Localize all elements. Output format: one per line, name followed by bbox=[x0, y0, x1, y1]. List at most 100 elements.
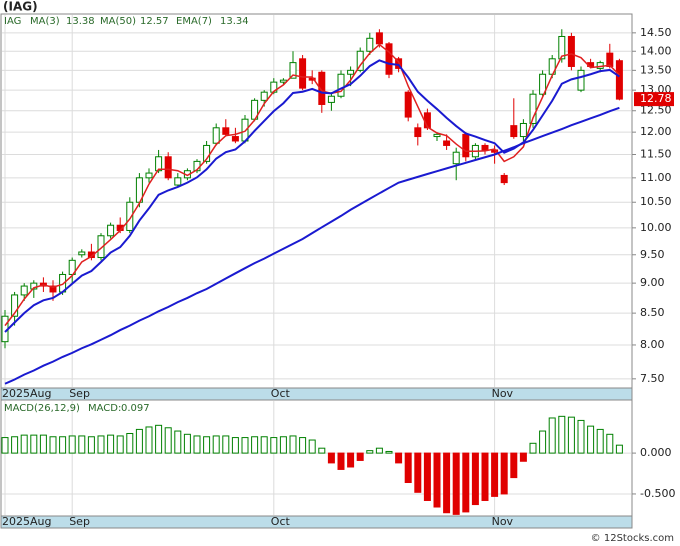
indicator-line bbox=[4, 59, 620, 333]
macd-bar bbox=[183, 433, 191, 454]
macd-bar bbox=[414, 452, 422, 493]
candle-body bbox=[299, 58, 307, 89]
macd-bar bbox=[404, 452, 412, 484]
y-tick-label: 7.50 bbox=[640, 372, 665, 385]
candle-body bbox=[260, 91, 268, 101]
macd-bar bbox=[212, 435, 220, 454]
macd-legend: MACD(26,12,9) bbox=[4, 403, 80, 414]
candle-body bbox=[567, 35, 575, 67]
macd-bar bbox=[1, 437, 9, 454]
candle-body bbox=[577, 69, 585, 91]
x-tick-label: Oct bbox=[271, 515, 291, 528]
macd-bar bbox=[299, 437, 307, 454]
macd-bar bbox=[481, 452, 489, 501]
candle-body bbox=[49, 285, 57, 293]
macd-bar bbox=[337, 452, 345, 470]
macd-bar bbox=[30, 434, 38, 454]
macd-bar bbox=[567, 416, 575, 454]
candle-body bbox=[375, 32, 383, 45]
y-tick-label: 0.000 bbox=[640, 446, 672, 459]
macd-bar bbox=[587, 425, 595, 454]
legend-entry: 12.57 bbox=[140, 16, 169, 27]
candle-body bbox=[558, 35, 566, 60]
macd-legend: 0.097 bbox=[121, 403, 150, 414]
candle-body bbox=[433, 133, 441, 138]
candle-body bbox=[327, 95, 335, 103]
last-price-label: 12.78 bbox=[640, 92, 672, 105]
candle-body bbox=[318, 71, 326, 105]
macd-bar bbox=[174, 430, 182, 454]
macd-bar bbox=[78, 435, 86, 454]
macd-bar bbox=[260, 436, 268, 454]
x-tick-label: Nov bbox=[492, 515, 514, 528]
macd-bar bbox=[385, 450, 393, 454]
macd-bar bbox=[270, 437, 278, 454]
candle-body bbox=[212, 127, 220, 144]
candle-body bbox=[385, 43, 393, 75]
macd-bar bbox=[203, 436, 211, 454]
chart-title: (IAG) bbox=[3, 0, 38, 14]
candle-body bbox=[529, 93, 537, 124]
macd-bar bbox=[11, 436, 19, 454]
macd-legend: MACD: bbox=[88, 403, 121, 414]
y-tick-label: 12.50 bbox=[640, 104, 672, 117]
candle-body bbox=[452, 151, 460, 165]
macd-bar bbox=[231, 437, 239, 454]
macd-panel bbox=[0, 399, 633, 517]
y-tick-label: 10.00 bbox=[640, 221, 672, 234]
macd-bar bbox=[222, 435, 230, 454]
macd-bar bbox=[20, 434, 28, 454]
candle-body bbox=[539, 73, 547, 95]
macd-bar bbox=[539, 430, 547, 454]
macd-bar bbox=[39, 434, 47, 454]
macd-bar bbox=[596, 428, 604, 454]
macd-bar bbox=[87, 436, 95, 454]
candle-body bbox=[11, 294, 19, 317]
macd-bar bbox=[164, 427, 172, 454]
credit: © 12Stocks.com bbox=[591, 533, 674, 544]
candle-body bbox=[519, 122, 527, 138]
legend-entry: EMA(7) bbox=[176, 16, 212, 27]
macd-bar bbox=[145, 426, 153, 454]
candle-body bbox=[500, 174, 508, 184]
candle-body bbox=[222, 127, 230, 135]
y-tick-label: 9.50 bbox=[640, 248, 665, 261]
macd-bar bbox=[59, 436, 67, 454]
y-tick-label: 14.00 bbox=[640, 44, 672, 57]
legend-entry: IAG bbox=[4, 16, 21, 27]
macd-bar bbox=[155, 424, 163, 454]
macd-bar bbox=[318, 447, 326, 454]
candle-body bbox=[443, 140, 451, 146]
y-tick-label: 10.50 bbox=[640, 195, 672, 208]
indicator-line bbox=[4, 43, 620, 327]
macd-bar bbox=[510, 452, 518, 479]
candle-body bbox=[145, 172, 153, 179]
candle-body bbox=[404, 91, 412, 118]
legend-entry: MA(50) bbox=[100, 16, 136, 27]
macd-bar bbox=[423, 452, 431, 501]
macd-bar bbox=[452, 452, 460, 515]
candle-body bbox=[155, 156, 163, 172]
candle-body bbox=[78, 251, 86, 256]
macd-bar bbox=[606, 433, 614, 454]
macd-bar bbox=[471, 452, 479, 506]
macd-bar bbox=[462, 452, 470, 513]
y-tick-label: 9.00 bbox=[640, 276, 665, 289]
macd-bar bbox=[529, 442, 537, 454]
macd-bar bbox=[443, 452, 451, 514]
candle-body bbox=[606, 52, 614, 67]
candle-body bbox=[347, 69, 355, 75]
y-tick-label: 14.50 bbox=[640, 26, 672, 39]
legend-entry: 13.34 bbox=[220, 16, 249, 27]
candle-body bbox=[164, 156, 172, 179]
macd-bar bbox=[548, 417, 556, 454]
macd-bar bbox=[241, 437, 249, 454]
candle-body bbox=[20, 285, 28, 296]
legend-entry: 13.38 bbox=[66, 16, 95, 27]
macd-bar bbox=[68, 435, 76, 454]
x-tick-label: Nov bbox=[492, 387, 514, 400]
y-tick-label: 11.50 bbox=[640, 147, 672, 160]
macd-bar bbox=[577, 419, 585, 454]
candle-body bbox=[510, 125, 518, 138]
macd-bar bbox=[366, 450, 374, 454]
